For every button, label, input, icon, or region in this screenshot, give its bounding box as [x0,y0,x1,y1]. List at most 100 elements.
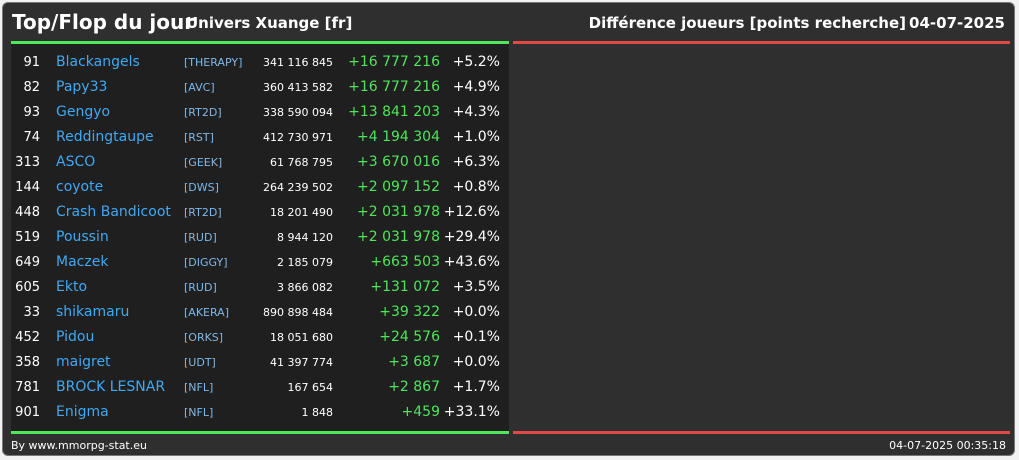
player-name-link[interactable]: Reddingtaupe [56,129,154,145]
percent-change: +12.6% [443,204,500,220]
player-name-link[interactable]: Gengyo [56,104,111,120]
alliance-tag-link[interactable]: [NFL] [184,406,214,419]
flop-players-panel [513,44,1010,431]
table-row: 452 Pidou [ORKS] 18 051 680 +24 576 +0.1% [11,325,509,350]
top-players-panel: 91 Blackangels [THERAPY] 341 116 845 +16 777… [11,44,509,431]
player-name-link[interactable]: ASCO [56,154,96,170]
player-points: 3 866 082 [277,281,333,294]
points-difference: +3 687 [388,354,440,370]
player-name-link[interactable]: Papy33 [56,79,108,95]
percent-change: +33.1% [443,404,500,420]
points-difference: +131 072 [370,279,440,295]
player-points: 18 051 680 [270,331,333,344]
percent-change: +1.7% [452,379,500,395]
alliance-tag-link[interactable]: [NFL] [184,381,214,394]
points-difference: +2 031 978 [357,204,440,220]
table-row: 74 Reddingtaupe [RST] 412 730 971 +4 194 304… [11,125,509,150]
points-difference: +459 [401,404,440,420]
player-points: 41 397 774 [270,356,333,369]
percent-change: +3.5% [452,279,500,295]
player-name-link[interactable]: Blackangels [56,54,140,70]
player-name-link[interactable]: BROCK LESNAR [56,379,166,395]
header-date: 04-07-2025 [909,14,1005,32]
player-name-link[interactable]: Pidou [56,329,95,345]
percent-change: +29.4% [443,229,500,245]
player-rank: 605 [15,280,40,295]
percent-change: +4.3% [452,104,500,120]
player-rank: 781 [15,380,40,395]
alliance-tag-link[interactable]: [THERAPY] [184,56,243,69]
player-rank: 519 [15,230,40,245]
player-points: 1 848 [301,406,334,419]
player-rank: 448 [15,205,40,220]
table-row: 144 coyote [DWS] 264 239 502 +2 097 152 +0.8% [11,175,509,200]
table-row: 519 Poussin [RUD] 8 944 120 +2 031 978 +29.4% [11,225,509,250]
player-rank: 144 [15,180,40,195]
player-rank: 313 [15,155,40,170]
site-credit: By www.mmorpg-stat.eu [11,439,147,452]
alliance-tag-link[interactable]: [RT2D] [184,106,222,119]
percent-change: +0.1% [452,329,500,345]
alliance-tag-link[interactable]: [AVC] [184,81,215,94]
alliance-tag-link[interactable]: [DIGGY] [184,256,228,269]
player-rank: 82 [23,80,40,95]
table-row: 33 shikamaru [AKERA] 890 898 484 +39 322 +0.0… [11,300,509,325]
player-name-link[interactable]: maigret [56,354,111,370]
percent-change: +5.2% [452,54,500,70]
points-difference: +3 670 016 [357,154,440,170]
player-name-link[interactable]: Maczek [56,254,109,270]
alliance-tag-link[interactable]: [ORKS] [184,331,224,344]
player-name-link[interactable]: shikamaru [56,304,130,320]
table-row: 313 ASCO [GEEK] 61 768 795 +3 670 016 +6.3% [11,150,509,175]
page-title: Top/Flop du jour [12,10,195,34]
player-name-link[interactable]: coyote [56,179,104,195]
alliance-tag-link[interactable]: [GEEK] [184,156,223,169]
table-row: 82 Papy33 [AVC] 360 413 582 +16 777 216 +4.9% [11,75,509,100]
points-difference: +2 097 152 [357,179,440,195]
points-difference: +16 777 216 [348,54,440,70]
table-row: 93 Gengyo [RT2D] 338 590 094 +13 841 203 +4.3… [11,100,509,125]
alliance-tag-link[interactable]: [RT2D] [184,206,222,219]
alliance-tag-link[interactable]: [RST] [184,131,214,144]
table-row: 901 Enigma [NFL] 1 848 +459 +33.1% [11,400,509,425]
player-name-link[interactable]: Ekto [56,279,88,295]
percent-change: +0.0% [452,304,500,320]
universe-label: Univers Xuange [fr] [186,14,353,32]
player-points: 61 768 795 [270,156,333,169]
alliance-tag-link[interactable]: [RUD] [184,281,217,294]
top-divider-red [513,41,1010,44]
player-points: 8 944 120 [277,231,333,244]
player-points: 18 201 490 [270,206,333,219]
alliance-tag-link[interactable]: [AKERA] [184,306,229,319]
table-row: 91 Blackangels [THERAPY] 341 116 845 +16 777… [11,50,509,75]
player-rank: 74 [23,130,40,145]
table-row: 605 Ekto [RUD] 3 866 082 +131 072 +3.5% [11,275,509,300]
player-points: 360 413 582 [263,81,333,94]
points-difference: +4 194 304 [357,129,440,145]
bottom-divider-green [11,431,509,434]
player-rank: 93 [23,105,40,120]
percent-change: +43.6% [443,254,500,270]
alliance-tag-link[interactable]: [UDT] [184,356,216,369]
alliance-tag-link[interactable]: [DWS] [184,181,219,194]
player-rank: 452 [15,330,40,345]
player-rank: 649 [15,255,40,270]
percent-change: +1.0% [452,129,500,145]
table-row: 781 BROCK LESNAR [NFL] 167 654 +2 867 +1.7% [11,375,509,400]
points-difference: +2 867 [388,379,440,395]
player-name-link[interactable]: Enigma [56,404,109,420]
header: Top/Flop du jour Univers Xuange [fr] Dif… [3,3,1014,41]
points-difference: +24 576 [379,329,440,345]
bottom-divider-red [513,431,1010,434]
metric-label: Différence joueurs [points recherche] [588,14,906,32]
points-difference: +663 503 [370,254,440,270]
percent-change: +0.8% [452,179,500,195]
player-points: 412 730 971 [263,131,333,144]
player-points: 264 239 502 [263,181,333,194]
points-difference: +16 777 216 [348,79,440,95]
player-name-link[interactable]: Poussin [56,229,109,245]
player-rank: 901 [15,405,40,420]
alliance-tag-link[interactable]: [RUD] [184,231,217,244]
player-name-link[interactable]: Crash Bandicoot [56,204,171,220]
